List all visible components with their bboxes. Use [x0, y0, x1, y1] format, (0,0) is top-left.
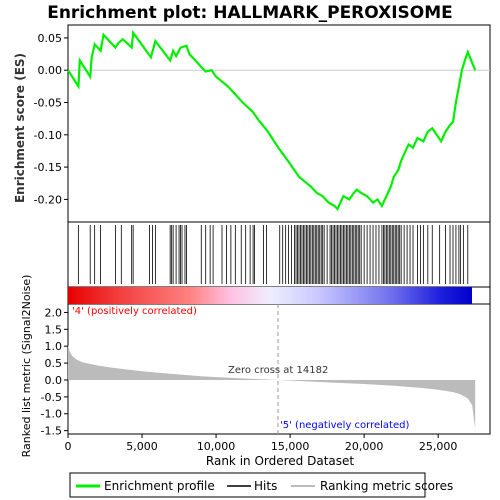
x-tick-label: 5,000 [126, 440, 158, 453]
negative-correlation-label: '5' (negatively correlated) [280, 420, 409, 431]
es-tick-label: -0.15 [34, 161, 62, 174]
es-tick-label: 0.05 [38, 32, 63, 45]
metric-tick-label: 1.5 [45, 323, 63, 336]
x-tick-label: 10,000 [197, 440, 236, 453]
legend-item-hits: Hits [254, 479, 277, 493]
es-axis-ticks: 0.05 0.00 -0.05 -0.10 -0.15 -0.20 [34, 32, 490, 206]
es-tick-label: -0.20 [34, 193, 62, 206]
legend-box [69, 472, 426, 498]
hits-panel [67, 221, 491, 288]
metric-group: 2.0 1.5 1.0 0.5 0.0 -0.5 -1.0 -1.5 [41, 304, 476, 438]
es-tick-label: -0.05 [34, 97, 62, 110]
metric-axis-label: Ranked list metric (Signal2Noise) [20, 275, 33, 458]
rank-colorbar [68, 287, 472, 304]
x-tick-label: 0 [65, 440, 72, 453]
x-tick-label: 25,000 [419, 440, 458, 453]
zero-cross-label: Zero cross at 14182 [228, 365, 328, 376]
metric-tick-label: 2.0 [45, 306, 63, 319]
x-tick-label: 15,000 [271, 440, 310, 453]
es-tick-label: -0.10 [34, 129, 62, 142]
x-axis-ticks: 0 5,000 10,000 15,000 20,000 25,000 [65, 434, 458, 453]
positive-correlation-label: '4' (positively correlated) [72, 306, 197, 317]
legend-item-enrichment: Enrichment profile [104, 479, 215, 493]
legend-item-metric: Ranking metric scores [320, 479, 453, 493]
chart-title: Enrichment plot: HALLMARK_PEROXISOME [47, 3, 453, 23]
metric-tick-label: -1.5 [41, 425, 62, 438]
x-axis-label: Rank in Ordered Dataset [206, 454, 354, 468]
es-panel [67, 24, 491, 223]
metric-tick-label: 1.0 [45, 340, 63, 353]
es-axis-label: Enrichment score (ES) [13, 53, 27, 203]
es-tick-label: 0.00 [38, 64, 63, 77]
metric-tick-label: 0.5 [45, 357, 63, 370]
hits-group [77, 225, 469, 284]
metric-tick-label: -1.0 [41, 408, 62, 421]
metric-tick-label: 0.0 [45, 374, 63, 387]
x-tick-label: 20,000 [345, 440, 384, 453]
metric-tick-label: -0.5 [41, 391, 62, 404]
es-line-group [67, 29, 477, 212]
es-series-line [67, 29, 477, 212]
